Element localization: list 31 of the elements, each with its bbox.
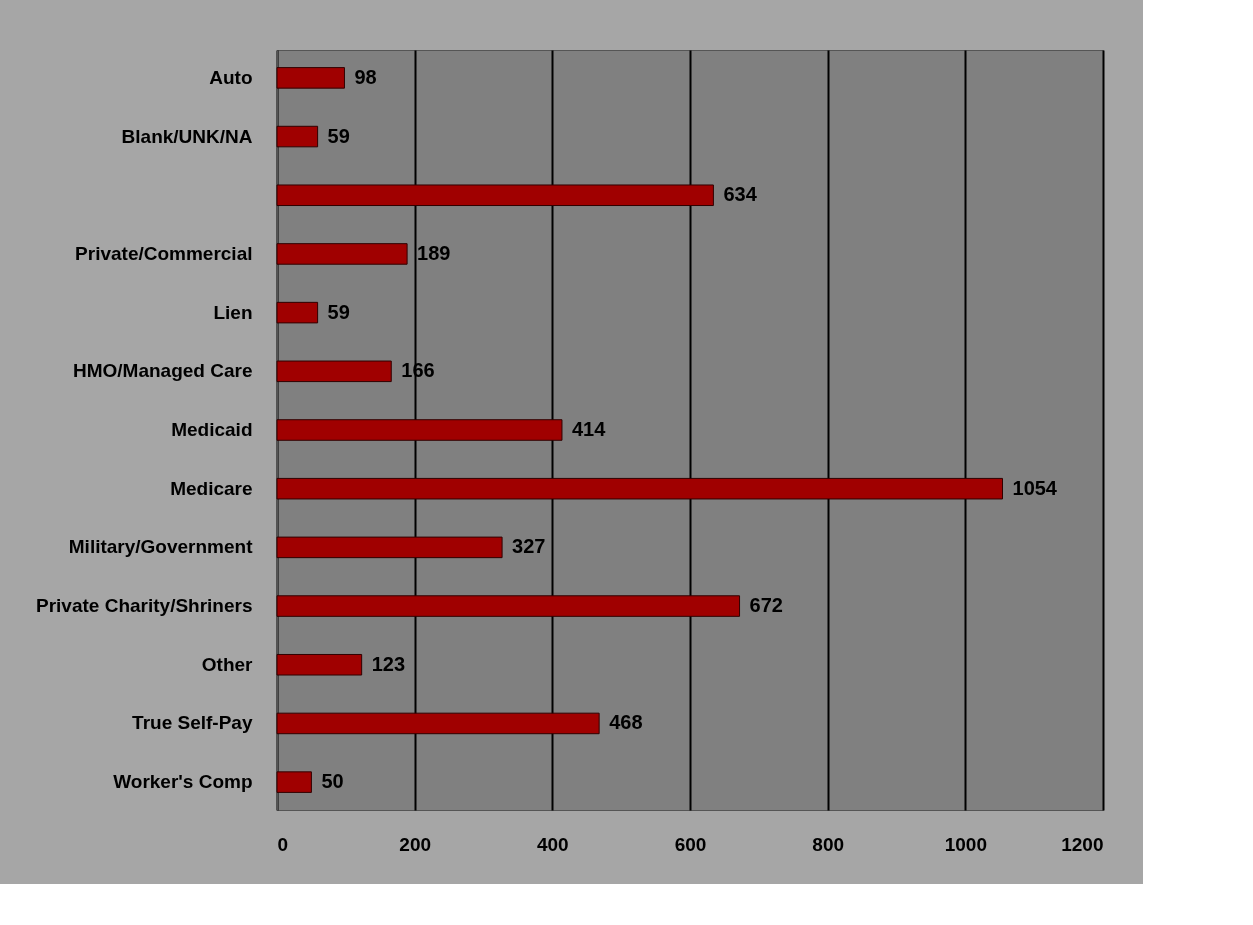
- x-tick-label: 400: [536, 833, 569, 855]
- y-tick-label: Blank/UNK/NA: [121, 125, 253, 147]
- data-label: 189: [417, 241, 451, 264]
- data-label: 1054: [1012, 476, 1058, 499]
- y-tick-label: Lien: [213, 301, 253, 323]
- x-tick-label: 600: [674, 833, 707, 855]
- data-label: 414: [571, 418, 607, 440]
- data-label: 468: [609, 711, 643, 734]
- y-tick-label: HMO/Managed Care: [73, 360, 253, 382]
- data-label: 123: [371, 652, 406, 675]
- x-tick-label: 1200: [1061, 833, 1104, 855]
- y-tick-label: Medicare: [170, 477, 253, 499]
- data-label: 59: [327, 124, 350, 147]
- x-tick-label: 800: [812, 833, 845, 855]
- y-tick-label: Auto: [209, 66, 253, 88]
- data-label: 98: [354, 65, 377, 88]
- data-label: 634: [723, 183, 758, 206]
- data-label: 672: [749, 594, 783, 617]
- y-tick-label: Private/Commercial: [75, 242, 253, 264]
- data-label: 50: [321, 770, 344, 793]
- data-label: 327: [512, 535, 546, 558]
- y-tick-label: Private Charity/Shriners: [36, 595, 253, 617]
- data-label: 59: [327, 300, 350, 323]
- y-tick-label: True Self-Pay: [132, 712, 253, 734]
- y-tick-label: Other: [201, 653, 254, 675]
- y-tick-label: Military/Government: [68, 536, 254, 558]
- x-tick-label: 200: [399, 833, 432, 855]
- y-tick-label: Worker's Comp: [113, 771, 253, 793]
- x-tick-label: 0: [277, 833, 289, 855]
- x-tick-label: 1000: [944, 833, 987, 855]
- y-tick-label: Medicaid: [171, 419, 253, 440]
